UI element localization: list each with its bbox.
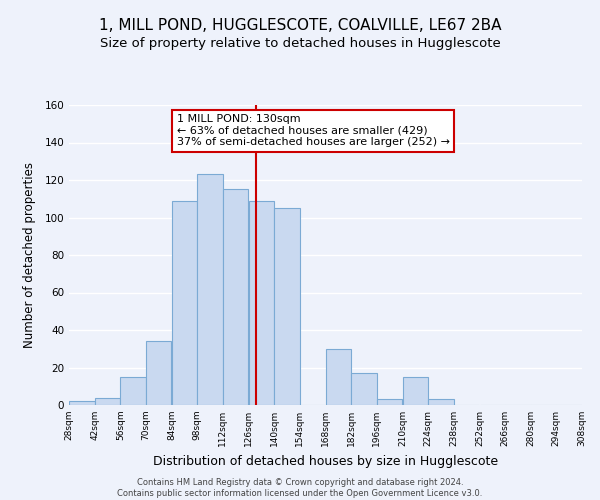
Text: 1, MILL POND, HUGGLESCOTE, COALVILLE, LE67 2BA: 1, MILL POND, HUGGLESCOTE, COALVILLE, LE… bbox=[99, 18, 501, 32]
Text: 1 MILL POND: 130sqm
← 63% of detached houses are smaller (429)
37% of semi-detac: 1 MILL POND: 130sqm ← 63% of detached ho… bbox=[177, 114, 450, 147]
Bar bbox=[95, 398, 120, 405]
Bar bbox=[121, 377, 146, 405]
Bar bbox=[403, 377, 428, 405]
X-axis label: Distribution of detached houses by size in Hugglescote: Distribution of detached houses by size … bbox=[153, 454, 498, 468]
Bar bbox=[377, 400, 403, 405]
Bar bbox=[197, 174, 223, 405]
Bar bbox=[69, 401, 95, 405]
Bar bbox=[274, 208, 300, 405]
Bar bbox=[146, 341, 172, 405]
Bar bbox=[428, 400, 454, 405]
Y-axis label: Number of detached properties: Number of detached properties bbox=[23, 162, 36, 348]
Text: Contains HM Land Registry data © Crown copyright and database right 2024.
Contai: Contains HM Land Registry data © Crown c… bbox=[118, 478, 482, 498]
Bar bbox=[248, 200, 274, 405]
Bar bbox=[223, 190, 248, 405]
Text: Size of property relative to detached houses in Hugglescote: Size of property relative to detached ho… bbox=[100, 38, 500, 51]
Bar bbox=[172, 200, 197, 405]
Bar bbox=[351, 373, 377, 405]
Bar bbox=[326, 349, 351, 405]
